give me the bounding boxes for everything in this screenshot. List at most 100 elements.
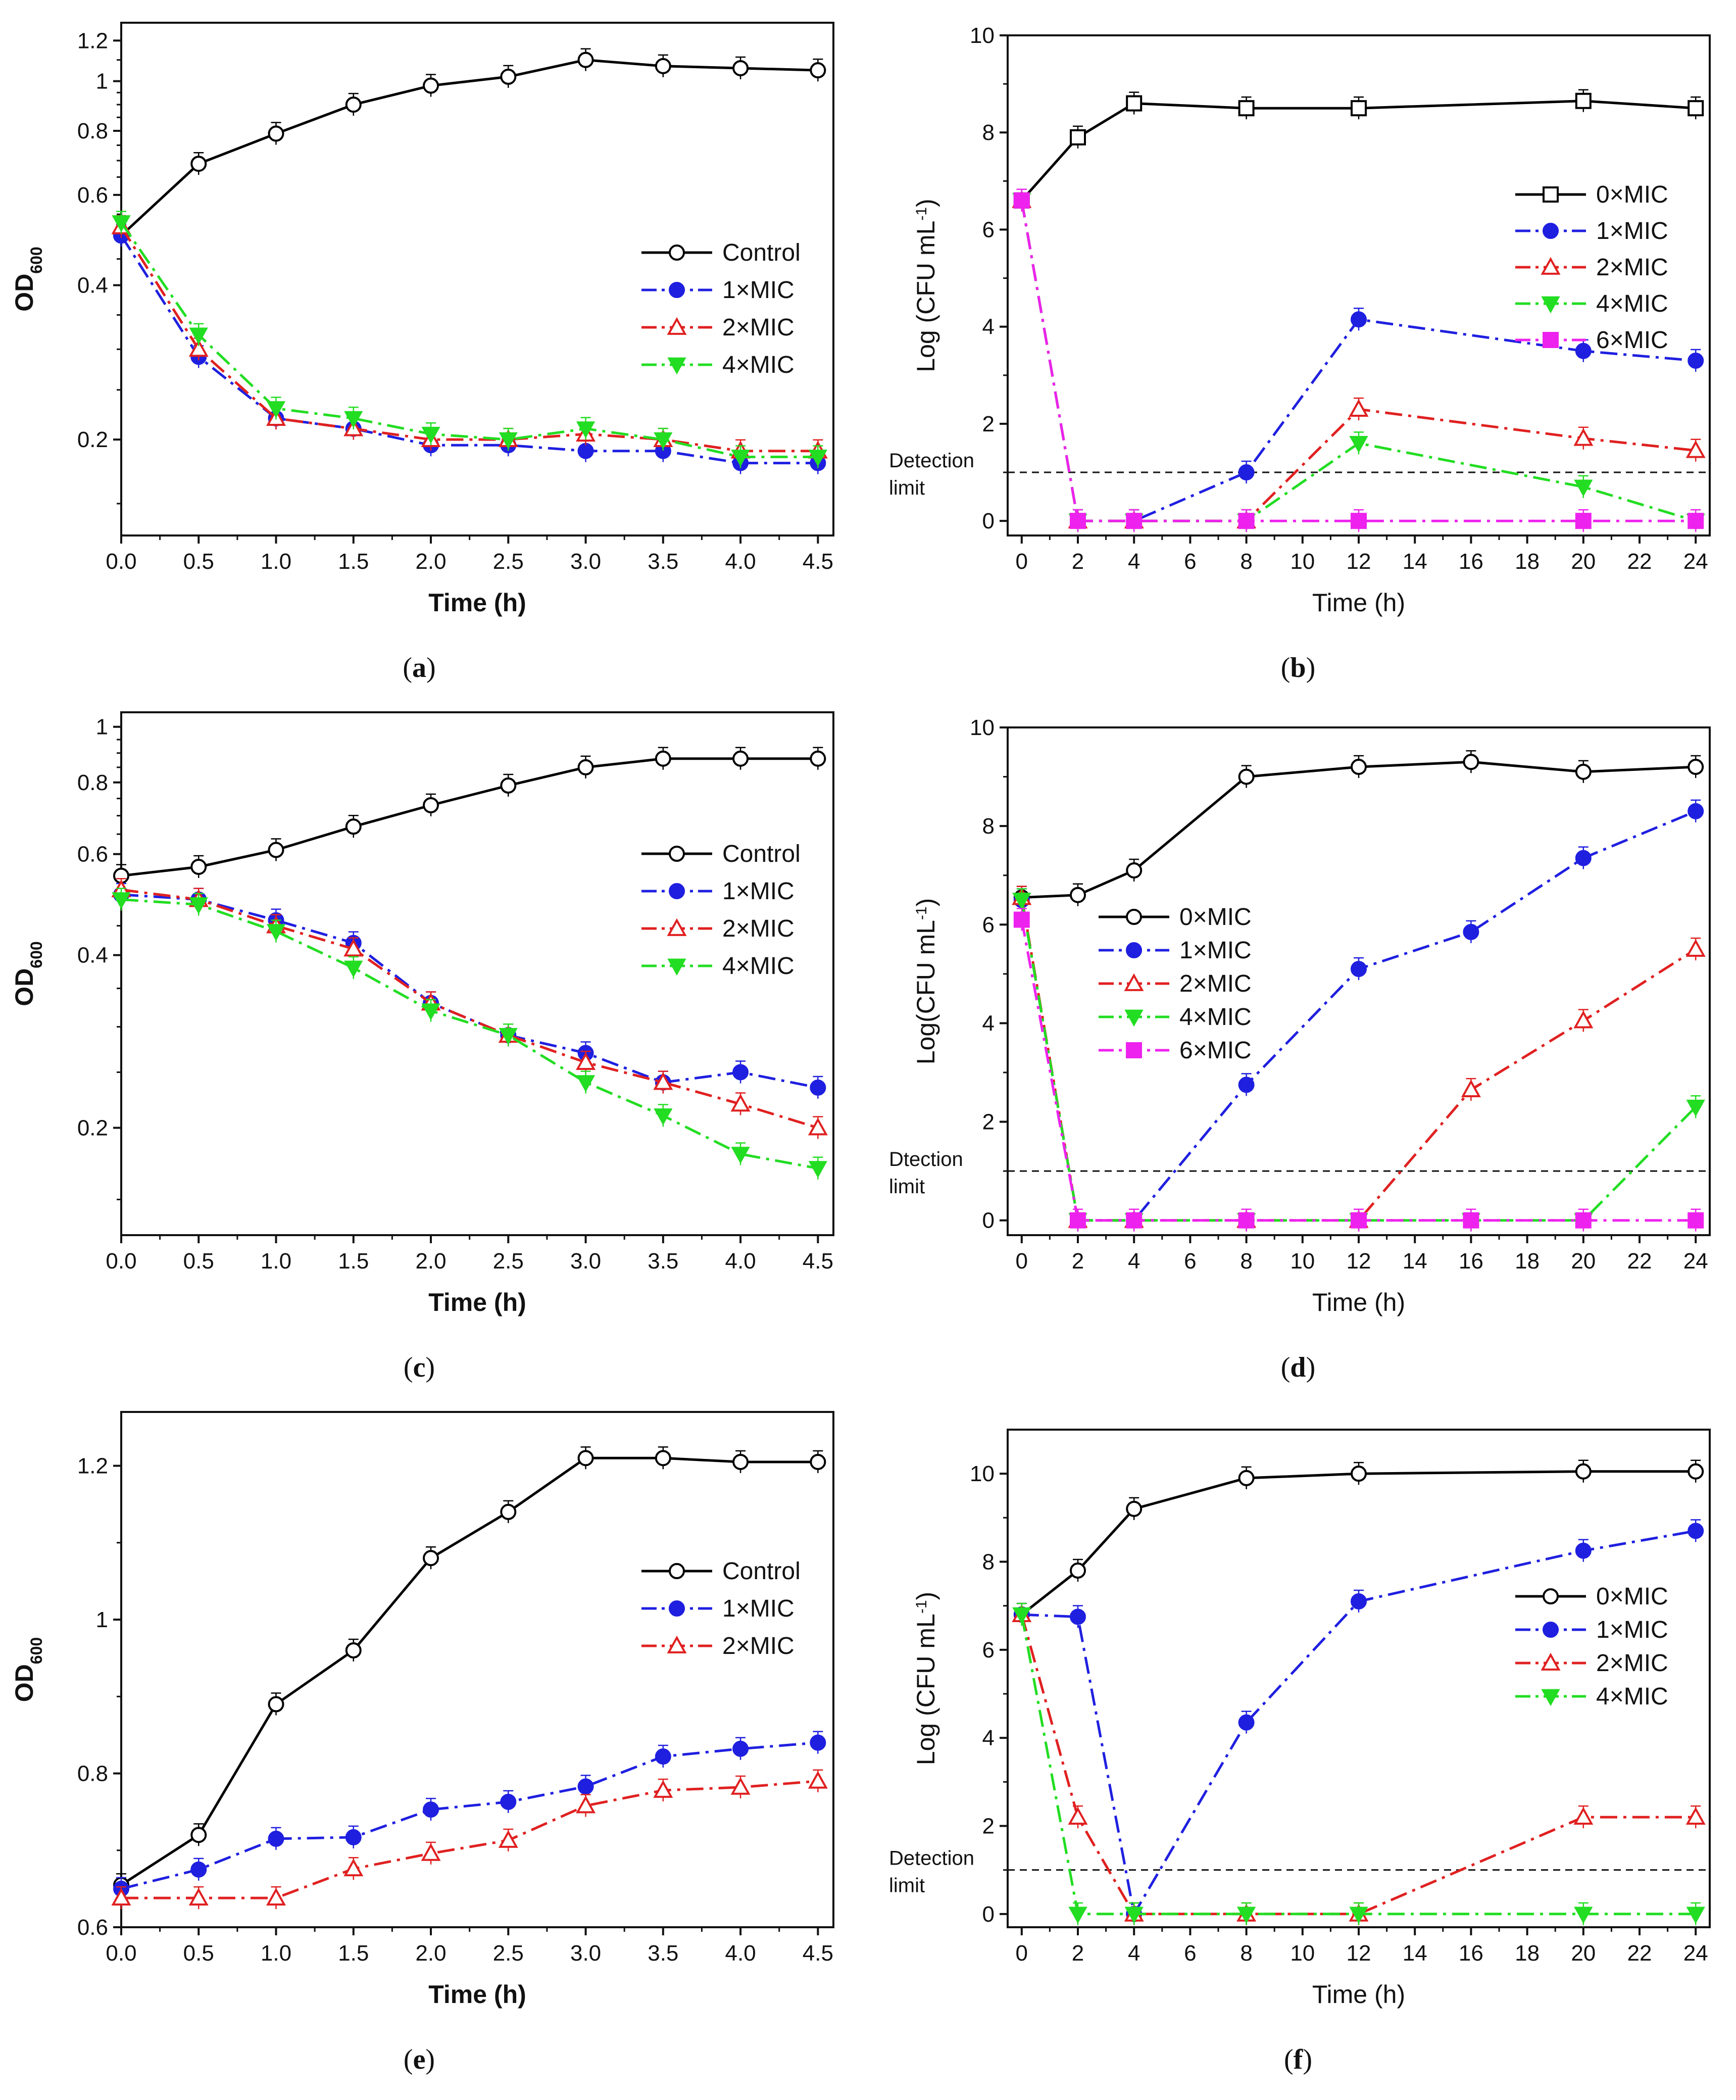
data-point [345, 96, 362, 113]
data-point [500, 1503, 517, 1520]
plot-frame [120, 711, 834, 1236]
x-tick-label: 0.0 [106, 1941, 136, 1966]
y-tick-label: 4 [982, 1726, 995, 1750]
series-line [121, 1780, 818, 1899]
legend-entry: 0×MIC [1596, 181, 1668, 208]
plot-frame [1007, 1429, 1711, 1928]
data-point [1126, 513, 1143, 529]
x-tick-label: 3.5 [648, 1249, 678, 1274]
data-point [577, 443, 594, 459]
y-tick-label: 6 [982, 912, 995, 937]
legend-marker [669, 883, 685, 899]
data-point [1688, 352, 1704, 369]
series-line [121, 1741, 818, 1890]
data-point [1238, 100, 1255, 117]
data-point [266, 1887, 286, 1906]
y-tick-label: 0.2 [77, 1116, 108, 1141]
data-point [190, 1827, 207, 1843]
data-point [345, 1829, 362, 1845]
data-point [1686, 1907, 1705, 1924]
x-tick-label: 0.0 [106, 549, 136, 574]
data-point [1573, 1806, 1594, 1825]
y-tick-label: 0.6 [77, 183, 108, 208]
legend-entry: 2×MIC [1596, 1650, 1668, 1677]
x-tick-label: 0.5 [183, 1941, 214, 1966]
data-point [577, 52, 594, 68]
data-point [499, 432, 518, 450]
data-point [1463, 1212, 1479, 1229]
data-point [190, 858, 207, 875]
x-tick-label: 10 [1290, 1941, 1315, 1966]
data-point [1349, 1907, 1368, 1924]
data-point [421, 426, 440, 444]
data-point [731, 1147, 750, 1164]
x-tick-label: 10 [1290, 549, 1315, 574]
data-point [810, 1734, 826, 1751]
x-tick-label: 2.5 [493, 549, 524, 574]
series-line [1021, 1530, 1696, 1918]
y-axis-title: OD600 [10, 247, 45, 311]
data-point [1351, 961, 1367, 978]
x-tick-label: 0.5 [183, 549, 214, 574]
data-point [655, 750, 671, 767]
series-line [121, 893, 818, 1089]
data-point [343, 939, 364, 957]
y-tick-label: 2 [982, 1110, 995, 1135]
legend-entry: 2×MIC [722, 1633, 795, 1659]
y-tick-label: 1 [96, 1607, 108, 1632]
detection-limit-label: Detection [889, 450, 974, 472]
data-point [343, 1859, 364, 1877]
data-point [500, 777, 517, 794]
panel-label: (d) [1281, 1352, 1315, 1383]
x-tick-label: 4.5 [803, 549, 833, 574]
data-point [577, 1450, 594, 1467]
y-tick-label: 8 [982, 814, 995, 839]
legend-entry: 2×MIC [722, 314, 795, 341]
legend-marker [1543, 223, 1559, 239]
data-point [1238, 1714, 1255, 1731]
legend-entry: 4×MIC [1596, 290, 1668, 317]
series-line [121, 888, 819, 1129]
y-tick-label: 6 [982, 1638, 995, 1663]
x-tick-label: 2.5 [493, 1941, 524, 1966]
data-point [1070, 1212, 1086, 1229]
series-4×MIC [1012, 888, 1705, 1232]
data-point [1070, 1608, 1086, 1625]
data-point [732, 60, 749, 76]
legend-entry: 2×MIC [1596, 254, 1668, 281]
legend-marker [1543, 1622, 1559, 1638]
legend-marker [1124, 973, 1144, 991]
data-point [732, 1453, 749, 1470]
data-point [498, 1830, 518, 1848]
data-point [112, 215, 131, 232]
legend-marker [1126, 942, 1142, 958]
series-6×MIC [1013, 908, 1704, 1232]
legend-marker [1543, 332, 1559, 348]
data-point [1685, 939, 1706, 957]
x-tick-label: 18 [1515, 1941, 1540, 1966]
data-point [730, 1777, 751, 1795]
data-point [189, 897, 208, 914]
x-tick-label: 0 [1016, 549, 1028, 574]
data-point [1688, 759, 1704, 775]
y-tick-label: 8 [982, 120, 995, 145]
x-tick-label: 14 [1403, 549, 1427, 574]
data-point [1070, 1562, 1086, 1579]
x-tick-label: 3.0 [570, 1249, 601, 1274]
data-point [1126, 1212, 1143, 1229]
detection-limit-label: Dtection [889, 1148, 963, 1170]
data-point [1688, 1212, 1704, 1229]
x-tick-label: 0 [1016, 1941, 1028, 1966]
y-axis-title-subscript: 600 [27, 1637, 45, 1664]
data-point [1685, 1806, 1706, 1825]
legend-marker [667, 958, 686, 976]
data-point [188, 339, 209, 357]
legend-entry: 6×MIC [1596, 327, 1668, 354]
x-tick-label: 2.5 [493, 1249, 524, 1274]
data-point [808, 450, 827, 467]
x-tick-label: 4 [1128, 1249, 1140, 1274]
data-point [808, 1161, 827, 1178]
data-point [500, 68, 517, 85]
data-point [732, 750, 749, 767]
